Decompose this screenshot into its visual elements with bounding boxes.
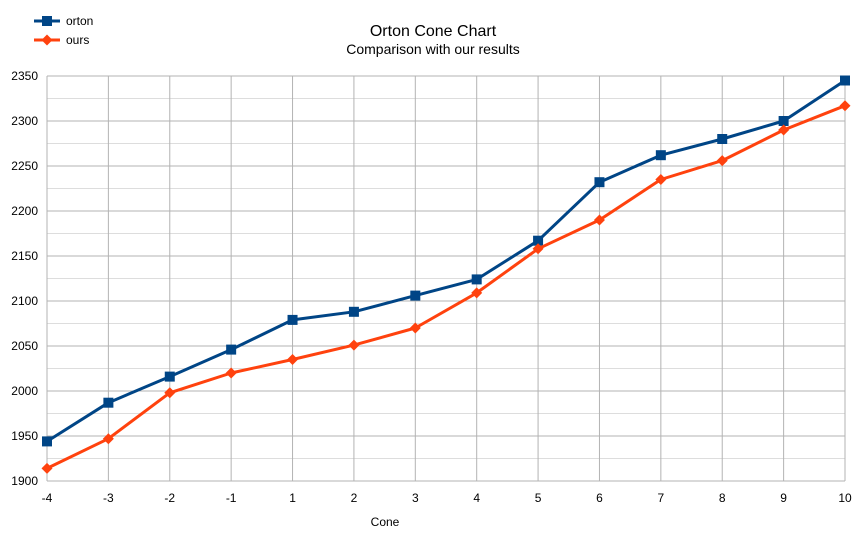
data-point-ours bbox=[471, 287, 483, 299]
x-tick-label: 9 bbox=[780, 491, 787, 505]
y-tick-label: 2300 bbox=[11, 114, 38, 128]
data-point-orton bbox=[533, 235, 544, 246]
data-point-orton bbox=[164, 371, 175, 382]
legend-item-ours: ours bbox=[34, 33, 89, 47]
series-ours bbox=[41, 100, 851, 474]
y-tick-label: 2050 bbox=[11, 339, 38, 353]
x-tick-label: 4 bbox=[473, 491, 480, 505]
y-tick-label: 2100 bbox=[11, 294, 38, 308]
data-point-orton bbox=[103, 397, 114, 408]
data-point-ours bbox=[348, 339, 360, 351]
data-point-ours bbox=[655, 174, 667, 185]
x-tick-label: -2 bbox=[164, 491, 175, 505]
series-line-orton bbox=[46, 79, 846, 443]
data-point-orton bbox=[287, 314, 298, 325]
y-tick-label: 2250 bbox=[11, 159, 38, 173]
data-point-orton bbox=[348, 306, 359, 317]
legend-marker-orton bbox=[42, 16, 52, 26]
x-axis-label: Cone bbox=[371, 515, 400, 529]
data-point-ours bbox=[164, 387, 176, 399]
chart-subtitle: Comparison with our results bbox=[346, 41, 520, 57]
data-point-ours bbox=[287, 354, 299, 365]
y-tick-label: 2000 bbox=[11, 384, 38, 398]
data-point-orton bbox=[42, 436, 52, 447]
data-point-ours bbox=[716, 155, 728, 167]
data-point-ours bbox=[409, 322, 421, 334]
data-point-orton bbox=[778, 116, 789, 126]
x-axis-ticks: -4 -3 -2 -1 1 2 3 4 5 6 7 8 9 10 bbox=[42, 491, 852, 505]
y-tick-label: 2150 bbox=[11, 249, 38, 263]
x-tick-label: 7 bbox=[658, 491, 665, 505]
data-point-ours bbox=[41, 462, 53, 474]
x-tick-label: 3 bbox=[412, 491, 419, 505]
data-point-ours bbox=[532, 243, 544, 255]
legend-marker-ours bbox=[41, 34, 53, 46]
y-axis-ticks: 1900 1950 2000 2050 2100 2150 2200 2250 2300 2350 bbox=[11, 69, 38, 488]
legend-item-orton: orton bbox=[34, 14, 93, 28]
x-tick-label: -1 bbox=[226, 491, 237, 505]
data-point-ours bbox=[778, 124, 790, 136]
y-tick-label: 1900 bbox=[11, 474, 38, 488]
data-point-orton bbox=[717, 134, 728, 144]
x-tick-label: 6 bbox=[596, 491, 603, 505]
data-point-orton bbox=[594, 177, 605, 188]
data-point-orton bbox=[471, 274, 482, 285]
data-point-ours bbox=[225, 367, 237, 379]
y-tick-label: 2350 bbox=[11, 69, 38, 83]
grid bbox=[46, 75, 846, 482]
x-tick-label: 1 bbox=[289, 491, 296, 505]
series-group bbox=[41, 75, 851, 474]
data-point-ours bbox=[839, 100, 851, 112]
x-tick-label: -3 bbox=[103, 491, 114, 505]
x-tick-label: -4 bbox=[42, 491, 53, 505]
x-tick-label: 5 bbox=[535, 491, 542, 505]
data-point-ours bbox=[102, 433, 114, 445]
series-orton bbox=[42, 75, 850, 447]
legend: orton ours bbox=[34, 14, 93, 47]
data-point-orton bbox=[226, 344, 237, 355]
data-point-ours bbox=[593, 214, 605, 226]
x-tick-label: 8 bbox=[719, 491, 726, 505]
y-tick-label: 2200 bbox=[11, 204, 38, 218]
series-line-ours bbox=[46, 104, 846, 470]
data-point-orton bbox=[840, 75, 850, 86]
legend-label-ours: ours bbox=[66, 33, 89, 47]
data-point-orton bbox=[655, 150, 666, 161]
x-tick-label: 10 bbox=[838, 491, 852, 505]
data-point-orton bbox=[410, 290, 421, 301]
chart-title: Orton Cone Chart bbox=[370, 23, 497, 40]
y-tick-label: 1950 bbox=[11, 429, 38, 443]
legend-label-orton: orton bbox=[66, 14, 93, 28]
x-tick-label: 2 bbox=[351, 491, 358, 505]
